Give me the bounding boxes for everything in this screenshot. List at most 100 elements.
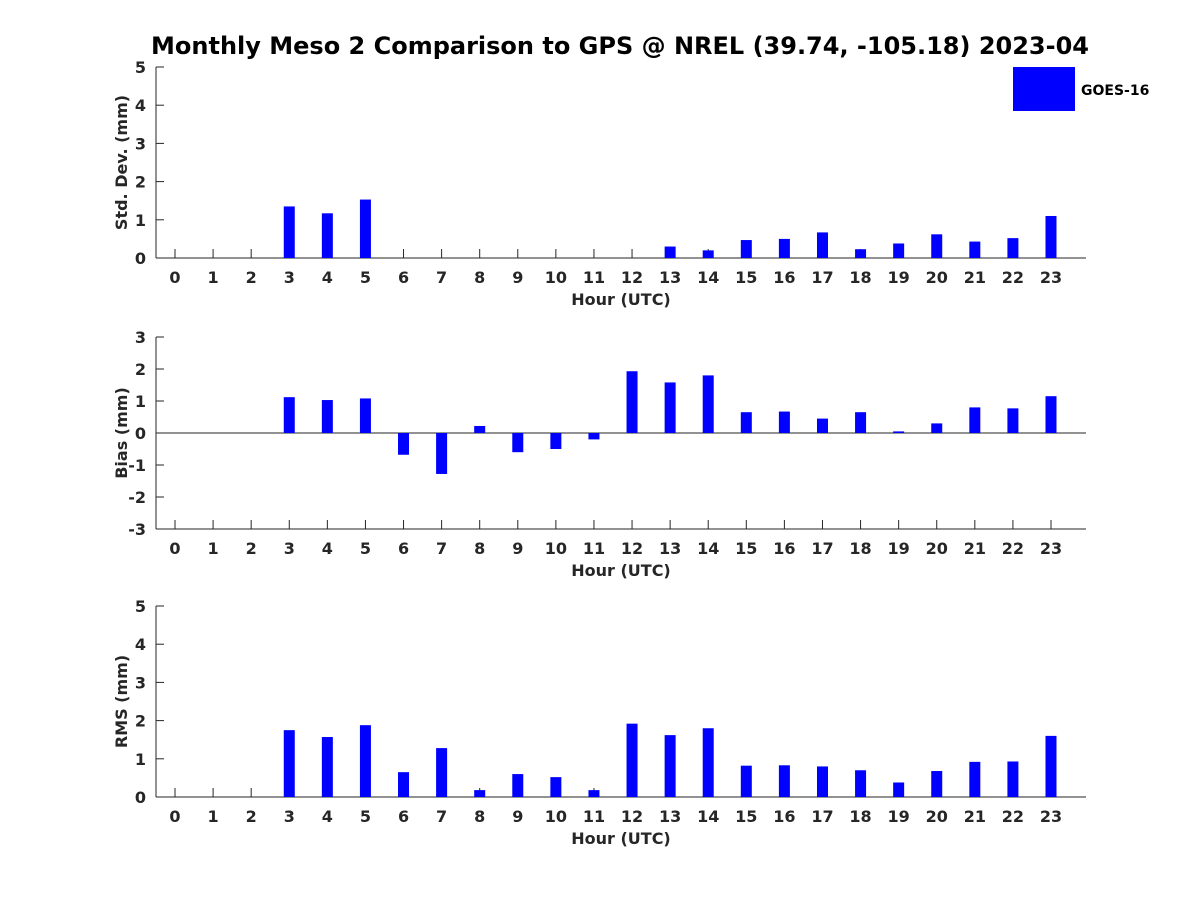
std-dev-bar: [664, 246, 676, 258]
std-dev-x-tick-label: 6: [398, 268, 409, 287]
bias-x-tick-label: 21: [964, 539, 986, 558]
std-dev-bar: [321, 213, 333, 258]
std-dev-y-tick-label: 0: [135, 249, 146, 268]
bias-x-tick-label: 13: [659, 539, 681, 558]
rms-x-tick-label: 2: [246, 807, 257, 826]
std-dev-x-tick-label: 20: [926, 268, 948, 287]
bias-bar: [969, 407, 981, 433]
std-dev-y-tick-label: 1: [135, 211, 146, 230]
std-dev-x-tick-label: 21: [964, 268, 986, 287]
std-dev-y-tick-label: 5: [135, 58, 146, 77]
rms-bar: [588, 790, 600, 797]
legend-label: GOES-16: [1081, 83, 1149, 99]
std-dev-bar: [969, 241, 981, 258]
std-dev-x-tick-label: 17: [811, 268, 833, 287]
rms-bar: [474, 790, 486, 797]
rms-y-label: RMS (mm): [112, 655, 131, 748]
std-dev-bar: [816, 232, 828, 258]
rms-bar: [626, 723, 638, 797]
bias-x-label: Hour (UTC): [571, 561, 671, 580]
bias-bar: [1045, 396, 1057, 433]
rms-x-tick-label: 23: [1040, 807, 1062, 826]
rms-x-tick-label: 4: [322, 807, 333, 826]
bias-x-tick-label: 9: [512, 539, 523, 558]
legend-swatch: [1013, 67, 1075, 111]
rms-x-tick-label: 20: [926, 807, 948, 826]
rms-bar: [398, 772, 410, 797]
std-dev-bar: [855, 249, 867, 258]
bias-x-tick-label: 8: [474, 539, 485, 558]
rms-x-tick-label: 14: [697, 807, 719, 826]
std-dev-x-tick-label: 22: [1002, 268, 1024, 287]
bias-x-tick-label: 22: [1002, 539, 1024, 558]
bias-bar: [893, 431, 905, 433]
std-dev-y-tick-label: 3: [135, 134, 146, 153]
bias-y-tick-label: 2: [135, 360, 146, 379]
std-dev-x-tick-label: 16: [773, 268, 795, 287]
bias-x-tick-label: 1: [208, 539, 219, 558]
std-dev-x-tick-label: 23: [1040, 268, 1062, 287]
bias-x-tick-label: 3: [284, 539, 295, 558]
bias-x-tick-label: 12: [621, 539, 643, 558]
std-dev-y-tick-label: 2: [135, 173, 146, 192]
rms-x-tick-label: 12: [621, 807, 643, 826]
bias-bar: [588, 433, 600, 440]
rms-bar: [702, 728, 714, 797]
bias-bar: [931, 423, 943, 433]
rms-bar: [359, 725, 371, 797]
rms-y-tick-label: 3: [135, 673, 146, 692]
bias-bar: [321, 400, 333, 433]
rms-x-tick-label: 1: [208, 807, 219, 826]
bias-bar: [664, 382, 676, 433]
std-dev-x-tick-label: 0: [169, 268, 180, 287]
std-dev-x-tick-label: 11: [583, 268, 605, 287]
std-dev-bar: [740, 240, 752, 258]
bias-bar: [816, 418, 828, 433]
rms-bar: [1045, 735, 1057, 797]
bias-y-tick-label: -2: [128, 488, 146, 507]
rms-x-tick-label: 18: [849, 807, 871, 826]
rms-bar: [550, 777, 562, 797]
rms-x-tick-label: 13: [659, 807, 681, 826]
figure-title: Monthly Meso 2 Comparison to GPS @ NREL …: [151, 32, 1089, 60]
bias-y-tick-label: 0: [135, 424, 146, 443]
bias-x-tick-label: 4: [322, 539, 333, 558]
bias-y-tick-label: -1: [128, 456, 146, 475]
std-dev-x-label: Hour (UTC): [571, 290, 671, 309]
rms-bar: [321, 737, 333, 797]
bias-bar: [474, 425, 486, 433]
rms-x-tick-label: 11: [583, 807, 605, 826]
bias-bar: [740, 412, 752, 433]
bias-x-tick-label: 15: [735, 539, 757, 558]
rms-x-tick-label: 3: [284, 807, 295, 826]
bias-x-tick-label: 20: [926, 539, 948, 558]
std-dev-x-tick-label: 14: [697, 268, 719, 287]
rms-bar: [1007, 761, 1019, 797]
rms-x-tick-label: 0: [169, 807, 180, 826]
rms-x-tick-label: 8: [474, 807, 485, 826]
bias-x-tick-label: 19: [888, 539, 910, 558]
rms-bar: [740, 765, 752, 797]
std-dev-x-tick-label: 13: [659, 268, 681, 287]
bias-bar: [778, 411, 790, 433]
bias-x-tick-label: 17: [811, 539, 833, 558]
std-dev-bar: [702, 250, 714, 258]
rms-bar: [816, 766, 828, 797]
std-dev-bar: [893, 243, 905, 258]
std-dev-x-tick-label: 9: [512, 268, 523, 287]
bias-bar: [436, 433, 448, 474]
rms-bar: [512, 774, 524, 797]
bias-bar: [702, 375, 714, 433]
bias-x-tick-label: 16: [773, 539, 795, 558]
std-dev-bar: [931, 234, 943, 258]
rms-y-tick-label: 5: [135, 597, 146, 616]
bias-bar: [398, 433, 410, 455]
legend: GOES-16: [1013, 67, 1149, 111]
rms-bar: [855, 770, 867, 797]
std-dev-bar: [1045, 215, 1057, 258]
bias-x-tick-label: 23: [1040, 539, 1062, 558]
bias-bar: [626, 371, 638, 433]
